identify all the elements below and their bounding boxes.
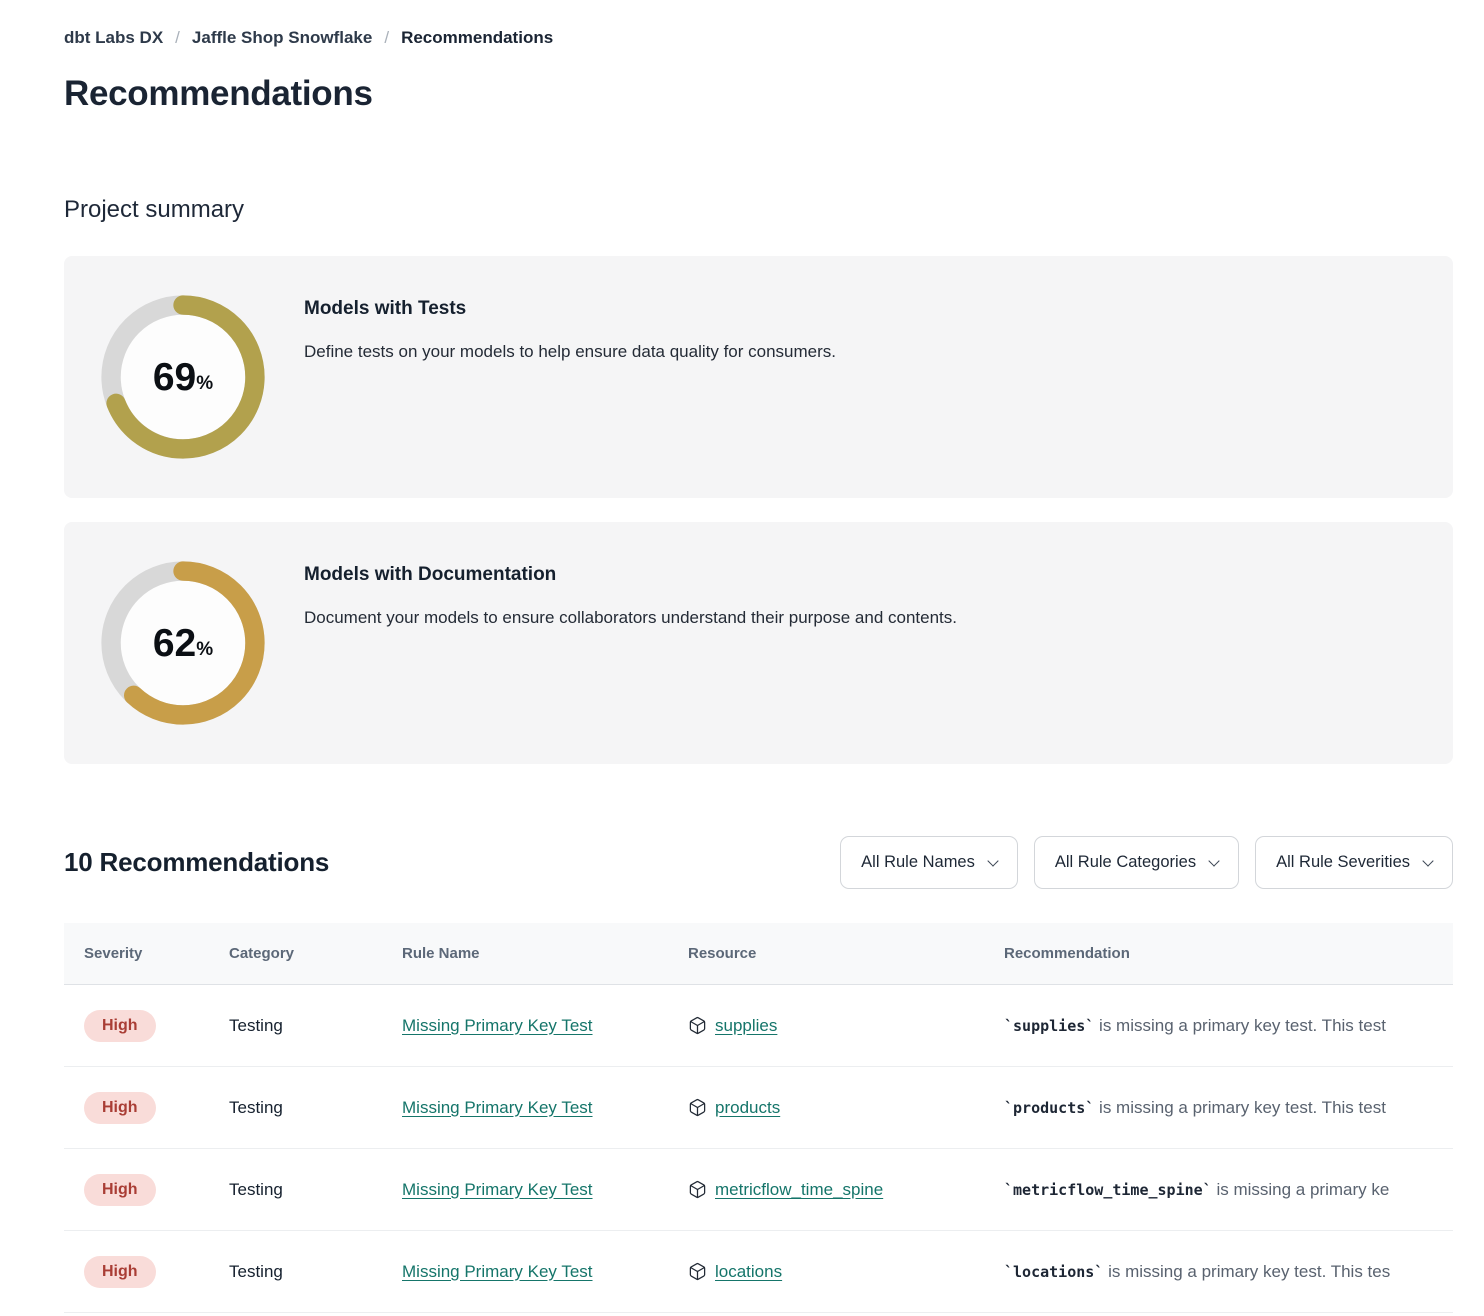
severity-badge: High — [84, 1255, 156, 1288]
card-description: Define tests on your models to help ensu… — [304, 342, 837, 361]
filters: All Rule Names All Rule Categories All R… — [840, 836, 1453, 889]
resource-link[interactable]: supplies — [715, 1015, 778, 1035]
breadcrumb-current-page: Recommendations — [401, 28, 554, 47]
donut-chart: 62% — [100, 560, 266, 726]
donut-chart-svg — [101, 561, 265, 725]
chevron-down-icon — [1422, 854, 1434, 867]
category-cell: Testing — [229, 1261, 283, 1281]
recommendation-cell: `metricflow_time_spine` is missing a pri… — [1004, 1180, 1453, 1200]
recommendation-text: is missing a primary key test. This tes — [1108, 1261, 1391, 1281]
category-cell: Testing — [229, 1179, 283, 1199]
chevron-down-icon — [1208, 854, 1220, 867]
card-description: Document your models to ensure collabora… — [304, 608, 957, 627]
table-row: High Testing Missing Primary Key Test me… — [64, 1149, 1453, 1231]
breadcrumb-project[interactable]: dbt Labs DX — [64, 28, 164, 47]
donut-percent-value: 62 — [152, 621, 197, 665]
filter-dropdown-label: All Rule Severities — [1276, 853, 1410, 871]
recommendation-cell: `locations` is missing a primary key tes… — [1004, 1262, 1453, 1282]
recommendation-resource-code: `metricflow_time_spine` — [1004, 1180, 1212, 1199]
recommendation-text: is missing a primary ke — [1216, 1179, 1390, 1199]
rule-name-link[interactable]: Missing Primary Key Test — [402, 1097, 593, 1117]
table-body: High Testing Missing Primary Key Test su… — [64, 985, 1453, 1313]
recommendation-text: is missing a primary key test. This test — [1099, 1015, 1386, 1035]
recommendations-count-heading: 10 Recommendations — [64, 847, 330, 877]
filter-dropdown-label: All Rule Names — [861, 853, 975, 871]
column-header-severity: Severity — [84, 945, 143, 962]
recommendations-table: Severity Category Rule Name Resource Rec… — [64, 923, 1453, 1313]
filter-dropdown[interactable]: All Rule Severities — [1255, 836, 1453, 889]
model-cube-icon — [689, 1098, 706, 1117]
rule-name-link[interactable]: Missing Primary Key Test — [402, 1261, 593, 1281]
card-title: Models with Documentation — [304, 564, 557, 585]
column-header-rule-name: Rule Name — [402, 945, 480, 962]
recommendation-cell: `products` is missing a primary key test… — [1004, 1098, 1453, 1118]
donut-percent-sign: % — [196, 373, 214, 394]
rule-name-link[interactable]: Missing Primary Key Test — [402, 1015, 593, 1035]
resource-link[interactable]: locations — [715, 1261, 783, 1281]
summary-cards: 69% Models with Tests Define tests on yo… — [64, 256, 1453, 764]
severity-badge: High — [84, 1009, 156, 1042]
table-row: High Testing Missing Primary Key Test su… — [64, 985, 1453, 1067]
category-cell: Testing — [229, 1015, 283, 1035]
filter-dropdown[interactable]: All Rule Categories — [1033, 836, 1240, 889]
resource-link[interactable]: metricflow_time_spine — [715, 1179, 884, 1199]
severity-badge: High — [84, 1173, 156, 1206]
project-summary-heading: Project summary — [64, 196, 245, 223]
donut-chart: 69% — [100, 294, 266, 460]
recommendation-resource-code: `products` — [1004, 1098, 1095, 1117]
column-header-resource: Resource — [688, 945, 757, 962]
recommendation-resource-code: `locations` — [1004, 1262, 1104, 1281]
breadcrumb-separator: / — [175, 28, 180, 47]
summary-card: 69% Models with Tests Define tests on yo… — [64, 256, 1453, 498]
breadcrumb: dbt Labs DX / Jaffle Shop Snowflake / Re… — [64, 28, 1453, 48]
donut-percent-value: 69 — [152, 355, 197, 399]
breadcrumb-separator: / — [384, 28, 390, 47]
recommendation-cell: `supplies` is missing a primary key test… — [1004, 1016, 1453, 1036]
category-cell: Testing — [229, 1097, 283, 1117]
column-header-category: Category — [229, 945, 295, 962]
filter-dropdown-label: All Rule Categories — [1054, 853, 1197, 871]
recommendation-resource-code: `supplies` — [1004, 1016, 1095, 1035]
donut-percent-label: 69% — [100, 294, 266, 460]
donut-percent-label: 62% — [100, 560, 266, 726]
model-cube-icon — [689, 1262, 706, 1281]
rule-name-link[interactable]: Missing Primary Key Test — [402, 1179, 593, 1199]
table-row: High Testing Missing Primary Key Test pr… — [64, 1067, 1453, 1149]
breadcrumb-environment[interactable]: Jaffle Shop Snowflake — [191, 28, 373, 47]
recommendation-text: is missing a primary key test. This test — [1099, 1097, 1386, 1117]
severity-badge: High — [84, 1091, 156, 1124]
filter-dropdown[interactable]: All Rule Names — [840, 836, 1018, 889]
donut-percent-sign: % — [196, 639, 214, 660]
model-cube-icon — [689, 1016, 706, 1035]
donut-chart-svg — [101, 295, 265, 459]
recommendations-header: 10 Recommendations All Rule Names All Ru… — [64, 836, 1453, 889]
table-row: High Testing Missing Primary Key Test lo… — [64, 1231, 1453, 1313]
table-header-row: Severity Category Rule Name Resource Rec… — [64, 923, 1453, 985]
column-header-recommendation: Recommendation — [1004, 945, 1130, 962]
chevron-down-icon — [987, 854, 999, 867]
summary-card: 62% Models with Documentation Document y… — [64, 522, 1453, 764]
card-title: Models with Tests — [304, 298, 467, 319]
page-title: Recommendations — [64, 74, 373, 113]
resource-link[interactable]: products — [715, 1097, 781, 1117]
model-cube-icon — [689, 1180, 706, 1199]
